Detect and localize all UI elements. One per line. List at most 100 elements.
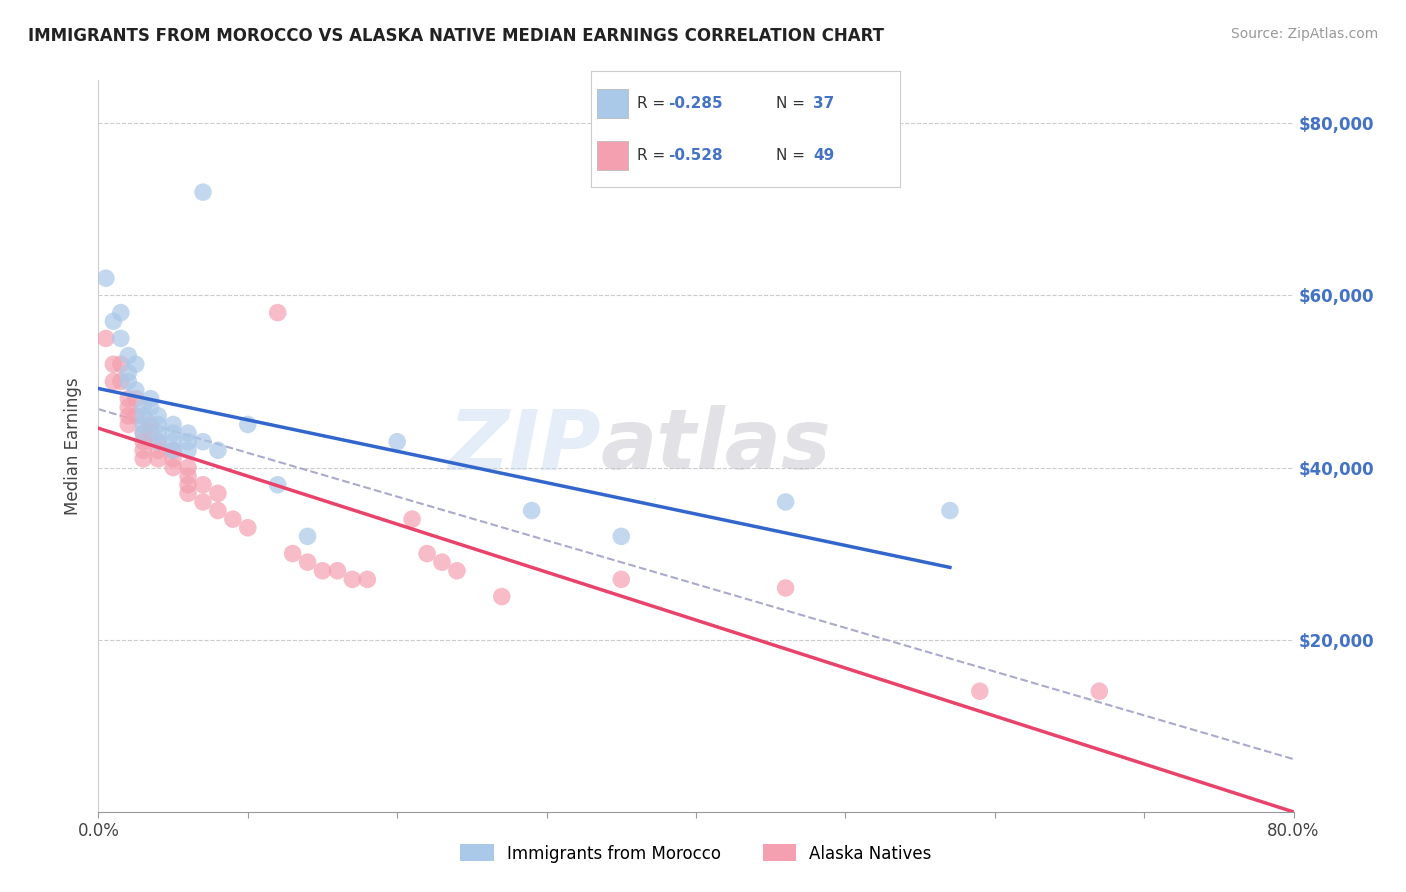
Point bbox=[148, 417, 170, 432]
Text: atlas: atlas bbox=[600, 406, 831, 486]
Point bbox=[148, 426, 170, 441]
Point bbox=[125, 409, 148, 423]
Point bbox=[117, 366, 139, 380]
Point bbox=[139, 417, 162, 432]
Point bbox=[162, 443, 184, 458]
Text: -0.528: -0.528 bbox=[668, 148, 723, 163]
Point bbox=[401, 512, 423, 526]
Point bbox=[132, 426, 155, 441]
Point bbox=[162, 460, 184, 475]
Point bbox=[356, 573, 378, 587]
Point bbox=[94, 271, 117, 285]
Point bbox=[311, 564, 333, 578]
Point bbox=[342, 573, 364, 587]
Point bbox=[117, 417, 139, 432]
Text: N =: N = bbox=[776, 148, 810, 163]
Point bbox=[125, 383, 148, 397]
Point bbox=[103, 357, 125, 371]
Text: 49: 49 bbox=[813, 148, 835, 163]
Point bbox=[139, 392, 162, 406]
Point bbox=[139, 426, 162, 441]
Point bbox=[207, 443, 229, 458]
Text: R =: R = bbox=[637, 95, 671, 111]
Point bbox=[177, 477, 200, 491]
Point bbox=[139, 401, 162, 415]
Point bbox=[132, 417, 155, 432]
Point bbox=[177, 426, 200, 441]
Point bbox=[132, 451, 155, 466]
Point bbox=[177, 469, 200, 483]
Text: Source: ZipAtlas.com: Source: ZipAtlas.com bbox=[1230, 27, 1378, 41]
Point bbox=[177, 434, 200, 449]
Point bbox=[132, 409, 155, 423]
Point bbox=[94, 331, 117, 345]
Point bbox=[117, 401, 139, 415]
Point bbox=[177, 443, 200, 458]
Point bbox=[236, 521, 259, 535]
Point bbox=[191, 477, 214, 491]
Point bbox=[775, 581, 797, 595]
Point bbox=[267, 477, 290, 491]
Point bbox=[125, 392, 148, 406]
Point bbox=[191, 185, 214, 199]
Point bbox=[191, 495, 214, 509]
Point bbox=[132, 426, 155, 441]
Point bbox=[110, 375, 132, 389]
Text: N =: N = bbox=[776, 95, 810, 111]
Point bbox=[177, 486, 200, 500]
Point bbox=[1088, 684, 1111, 698]
Point bbox=[148, 409, 170, 423]
Point bbox=[326, 564, 349, 578]
Point bbox=[103, 314, 125, 328]
Point bbox=[110, 331, 132, 345]
Point bbox=[775, 495, 797, 509]
Text: 37: 37 bbox=[813, 95, 835, 111]
Point bbox=[148, 443, 170, 458]
Point bbox=[222, 512, 245, 526]
Point bbox=[117, 392, 139, 406]
FancyBboxPatch shape bbox=[596, 141, 627, 169]
Point bbox=[520, 503, 543, 517]
Text: ZIP: ZIP bbox=[447, 406, 600, 486]
Legend: Immigrants from Morocco, Alaska Natives: Immigrants from Morocco, Alaska Natives bbox=[454, 838, 938, 869]
Text: -0.285: -0.285 bbox=[668, 95, 723, 111]
Point bbox=[162, 417, 184, 432]
Point bbox=[132, 434, 155, 449]
Point bbox=[207, 486, 229, 500]
Point bbox=[162, 434, 184, 449]
Point bbox=[110, 305, 132, 319]
Point bbox=[125, 357, 148, 371]
Point bbox=[148, 434, 170, 449]
Point bbox=[103, 375, 125, 389]
Point bbox=[162, 443, 184, 458]
Point bbox=[132, 401, 155, 415]
Point bbox=[939, 503, 962, 517]
Point bbox=[969, 684, 991, 698]
Point bbox=[430, 555, 453, 569]
Point bbox=[207, 503, 229, 517]
Point bbox=[297, 555, 319, 569]
Point bbox=[610, 573, 633, 587]
Text: IMMIGRANTS FROM MOROCCO VS ALASKA NATIVE MEDIAN EARNINGS CORRELATION CHART: IMMIGRANTS FROM MOROCCO VS ALASKA NATIVE… bbox=[28, 27, 884, 45]
Y-axis label: Median Earnings: Median Earnings bbox=[65, 377, 83, 515]
Point bbox=[117, 409, 139, 423]
Point bbox=[610, 529, 633, 543]
Point bbox=[132, 443, 155, 458]
Point bbox=[236, 417, 259, 432]
Point bbox=[162, 426, 184, 441]
Point bbox=[162, 451, 184, 466]
Text: R =: R = bbox=[637, 148, 671, 163]
Point bbox=[117, 349, 139, 363]
Point bbox=[148, 434, 170, 449]
Point bbox=[110, 357, 132, 371]
Point bbox=[191, 434, 214, 449]
Point bbox=[297, 529, 319, 543]
Point bbox=[281, 547, 304, 561]
Point bbox=[148, 451, 170, 466]
Point bbox=[267, 305, 290, 319]
Point bbox=[446, 564, 468, 578]
FancyBboxPatch shape bbox=[596, 89, 627, 118]
Point bbox=[177, 460, 200, 475]
Point bbox=[385, 434, 409, 449]
Point bbox=[491, 590, 513, 604]
